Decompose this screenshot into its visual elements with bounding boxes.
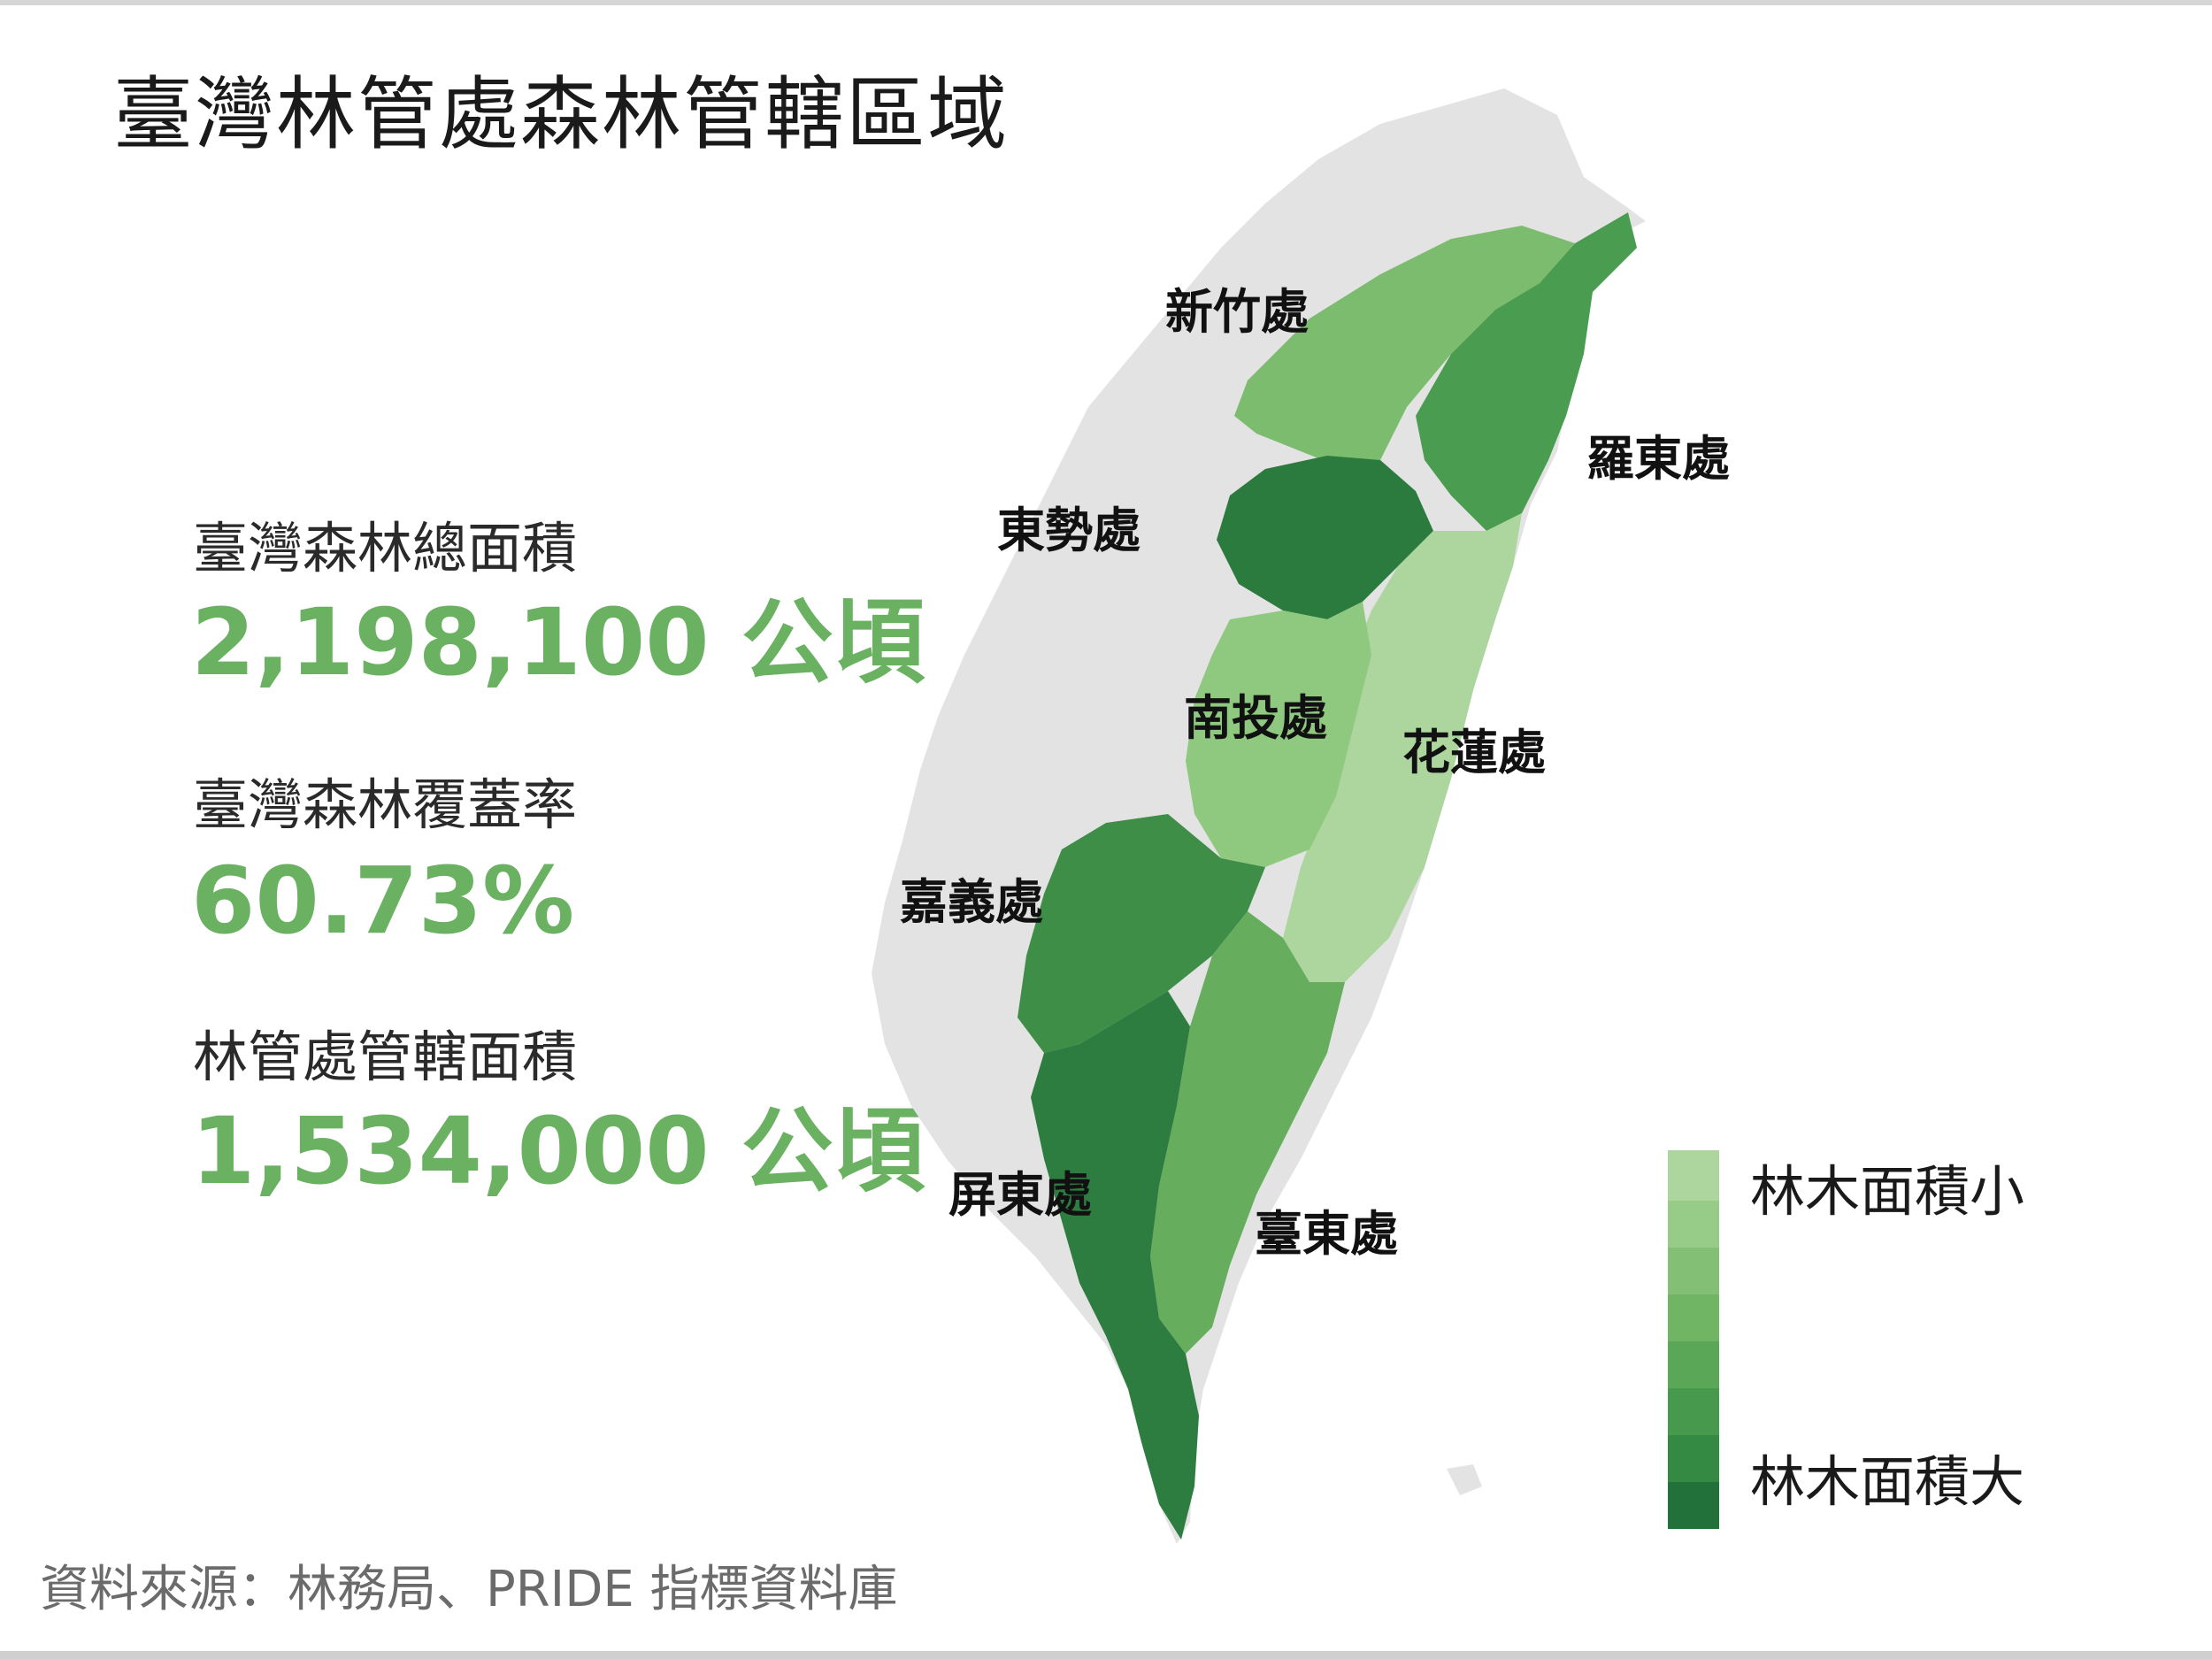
legend-swatch-3	[1668, 1248, 1719, 1294]
page-title: 臺灣林管處森林管轄區域	[113, 68, 1009, 161]
region-label-hsinchu: 新竹處	[1165, 284, 1309, 340]
stat-value-total-area: 2,198,100 公頃	[191, 588, 926, 696]
stat-label-total-area: 臺灣森林總面積	[193, 516, 578, 580]
top-border	[0, 0, 2212, 5]
region-label-luodong: 羅東處	[1586, 431, 1730, 487]
legend-swatch-8	[1668, 1482, 1719, 1529]
legend-label-small: 林木面積小	[1750, 1159, 2025, 1224]
region-chiayi	[1018, 814, 1265, 1053]
legend-swatch-7	[1668, 1435, 1719, 1482]
bottom-border	[0, 1651, 2212, 1659]
region-hualien	[1283, 513, 1522, 982]
region-label-hualien: 花蓮處	[1402, 725, 1546, 780]
legend-swatch-1	[1668, 1150, 1719, 1201]
offshore-island	[1447, 1464, 1482, 1495]
region-luodong	[1416, 212, 1637, 531]
stat-label-coverage: 臺灣森林覆蓋率	[193, 772, 578, 837]
region-label-chiayi: 嘉義處	[900, 874, 1043, 930]
region-label-pingtung: 屏東處	[949, 1167, 1092, 1223]
stat-value-coverage: 60.73%	[191, 847, 575, 955]
region-taitung	[1150, 911, 1345, 1354]
legend-swatch-4	[1668, 1294, 1719, 1341]
region-label-taitung: 臺東處	[1255, 1206, 1398, 1262]
source-note: 資料來源：林務局、PRIDE 指標資料庫	[40, 1561, 898, 1618]
region-dongshi	[1217, 456, 1433, 619]
legend-swatch-6	[1668, 1388, 1719, 1435]
legend-swatch-2	[1668, 1201, 1719, 1248]
region-label-dongshi: 東勢處	[997, 503, 1141, 558]
region-nantou	[1186, 602, 1371, 867]
region-hsinchu	[1234, 226, 1575, 469]
stat-label-managed-area: 林管處管轄面積	[193, 1025, 578, 1089]
region-label-nantou: 南投處	[1184, 690, 1327, 746]
legend-label-large: 林木面積大	[1750, 1449, 2025, 1514]
stat-value-managed-area: 1,534,000 公頃	[191, 1097, 926, 1205]
legend-swatch-5	[1668, 1341, 1719, 1388]
region-pingtung	[1031, 991, 1199, 1540]
